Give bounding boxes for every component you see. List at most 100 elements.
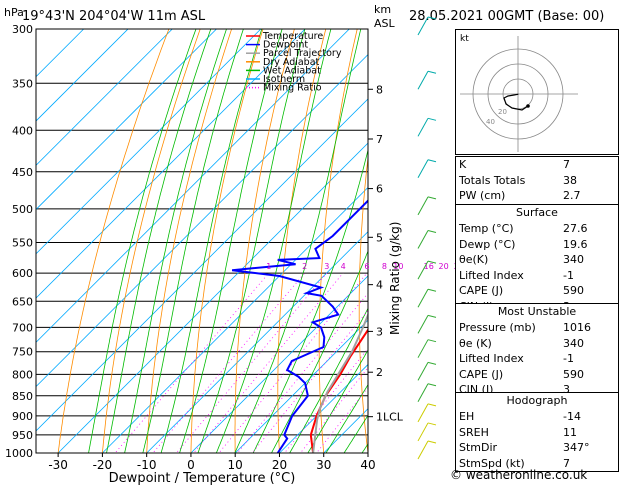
wind-barb-icon [417, 289, 429, 308]
pressure-tick-label: 900 [12, 410, 33, 423]
dry-adiabat-line [101, 29, 201, 453]
km-tick-label: 2 [376, 366, 383, 379]
wind-barb-icon [417, 422, 429, 442]
wind-barb-icon [417, 315, 429, 334]
x-tick-label: 20 [272, 458, 287, 472]
x-tick-label: 30 [316, 458, 331, 472]
isotherm-line [279, 363, 368, 453]
mixing-ratio-label: 16 [424, 262, 434, 271]
mixing-ratio-label: 6 [364, 262, 369, 271]
info-row-label: Dewp (°C) [459, 237, 516, 251]
series-dewpoint-line [231, 199, 368, 453]
hodograph-trace [503, 93, 529, 111]
km-tick-label: 3 [376, 325, 383, 338]
wet-adiabat-line [179, 29, 283, 453]
wet-adiabat-line [215, 29, 332, 453]
plot-axes: 3003504004505005506006507007508008509009… [5, 23, 464, 472]
series-temperature-line [309, 328, 368, 453]
km-tick-label: 8 [376, 83, 383, 96]
hodograph-storm-motion [526, 104, 530, 108]
isotherm-line [234, 319, 368, 453]
km-tick-label: 4 [376, 279, 383, 292]
asl-label: ASL [374, 17, 396, 30]
dry-adiabat-line [146, 29, 233, 453]
wind-barb-icon [427, 361, 437, 365]
pressure-tick-label: 750 [12, 346, 33, 359]
mixing-ratio-line [114, 272, 270, 453]
info-row-value: 3 [563, 383, 570, 396]
hodograph-table-box: Hodograph EH -14 SREH 11 StmDir 347° StmSpd (k… [455, 392, 619, 472]
plot-frame [35, 28, 369, 454]
mixing-ratio-line [299, 367, 368, 453]
info-row-value: 38 [563, 173, 577, 187]
mixing-ratio-label: 2 [302, 262, 307, 271]
pressure-tick-label: 650 [12, 295, 33, 308]
wind-barb-icon [417, 383, 429, 403]
pressure-tick-label: 450 [12, 166, 33, 179]
hodograph-ring-label: 20 [498, 108, 507, 116]
wet-adiabat-line [307, 349, 368, 453]
wind-barb-icon [417, 403, 429, 423]
info-row: CAPE (J) 590 [456, 367, 618, 383]
mixing-ratio-line [283, 347, 368, 453]
wet-adiabat-line [106, 29, 212, 453]
info-row: θe (K) 340 [456, 336, 618, 352]
pressure-tick-label: 700 [12, 321, 33, 334]
mixing-ratio-label: 4 [341, 262, 346, 271]
info-row-value: 7 [563, 158, 570, 171]
wet-adiabat-line [343, 414, 368, 453]
info-row: StmDir 347° [456, 440, 618, 456]
wind-barb-icon [427, 229, 437, 233]
wind-barb-icon [427, 440, 437, 444]
x-axis-label: Dewpoint / Temperature (°C) [109, 471, 296, 486]
wind-barb-icon [417, 230, 429, 249]
info-row-label: Totals Totals [459, 173, 526, 187]
wind-barb-icon [417, 159, 429, 179]
dry-adiabat-line [57, 29, 170, 453]
mixing-ratio-line [175, 272, 328, 453]
wind-barb-icon [427, 260, 437, 264]
info-row-value: 27.6 [563, 222, 588, 235]
wet-adiabat-line [160, 29, 263, 453]
datetime-title: 28.05.2021 00GMT (Base: 00) [409, 9, 604, 24]
dry-adiabat-line [190, 29, 264, 453]
info-row-label: Pressure (mb) [459, 321, 536, 334]
isotherm-line [36, 29, 129, 122]
wet-adiabat-line [234, 29, 362, 453]
info-row-label: PW (cm) [459, 189, 506, 202]
plot-background-lines [36, 29, 368, 453]
mixing-ratio-label: 1 [266, 262, 271, 271]
isotherm-line [36, 29, 262, 255]
isotherm-line [146, 231, 368, 453]
most-unstable-box: Most Unstable Pressure (mb) 1016 θe (K) 340… [455, 303, 619, 399]
pressure-tick-label: 350 [12, 77, 33, 90]
wet-adiabat-line [88, 29, 197, 453]
mixing-ratio-line [251, 309, 368, 453]
info-row-value: -14 [563, 410, 581, 423]
info-row-label: CAPE (J) [459, 284, 504, 297]
km-tick-label: 6 [376, 183, 383, 196]
mixing-ratio-label: 8 [382, 262, 387, 271]
info-row: SREH 11 [456, 425, 618, 441]
isotherm-line [36, 29, 217, 211]
mixing-ratio-label: 10 [393, 262, 403, 271]
plot-series [231, 199, 368, 453]
hodograph-table-title: Hodograph [506, 394, 568, 407]
isotherm-line [36, 29, 173, 166]
info-row-value: 340 [563, 253, 584, 266]
wet-adiabat-line [325, 383, 368, 453]
info-row-label: EH [459, 410, 475, 423]
isotherm-line [36, 54, 368, 388]
info-row: StmSpd (kt) 7 [456, 456, 618, 472]
wet-adiabat-line [124, 29, 227, 453]
info-row-label: Lifted Index [459, 268, 524, 282]
info-row-label: Lifted Index [459, 352, 524, 365]
x-tick-label: -30 [48, 458, 68, 472]
x-tick-label: -20 [93, 458, 113, 472]
isotherm-line [102, 186, 368, 453]
info-row: PW (cm) 2.7 [456, 188, 618, 204]
dry-adiabat-line [318, 29, 358, 453]
legend-label: Dewpoint [263, 40, 308, 51]
